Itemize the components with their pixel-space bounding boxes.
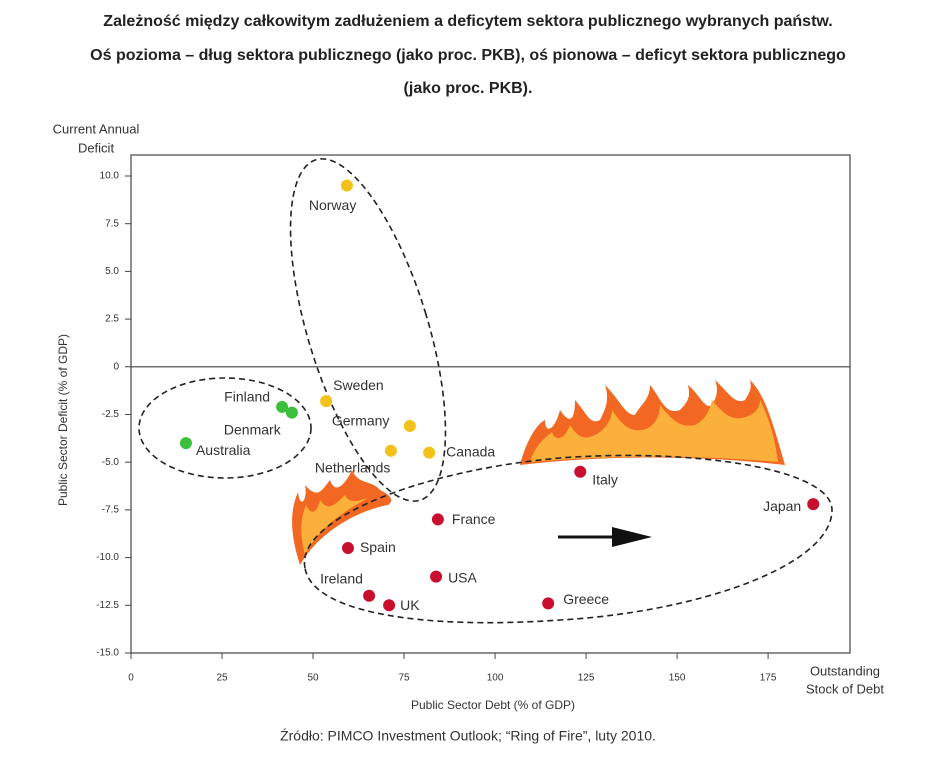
y-tick-label: -2.5 [102, 409, 120, 420]
plot-frame [130, 154, 851, 654]
x-tick-label: 0 [128, 673, 134, 684]
group-outline [303, 454, 833, 624]
point [423, 446, 436, 459]
point-label: Australia [196, 442, 251, 458]
x-tick-label: 50 [307, 673, 319, 684]
point [430, 570, 443, 583]
point [363, 589, 376, 602]
point-label: USA [448, 569, 477, 585]
x-axis-label: Public Sector Debt (% of GDP) [411, 698, 575, 712]
point [320, 395, 333, 408]
point-label: France [452, 511, 496, 527]
point-label: Norway [309, 197, 356, 213]
flames [292, 380, 785, 565]
y-tick-label: -7.5 [102, 505, 120, 516]
x-end-label: Outstanding [810, 663, 880, 678]
point-label: Germany [332, 413, 390, 429]
title-line: Zależność między całkowitym zadłużeniem … [103, 13, 832, 30]
point-label: UK [400, 597, 420, 613]
y-tick-label: -12.5 [96, 600, 119, 611]
group-outline [138, 377, 312, 479]
y-axis-label: Public Sector Deficit (% of GDP) [56, 334, 70, 506]
x-tick-label: 150 [669, 673, 686, 684]
point-label: Netherlands [315, 459, 391, 475]
title-line: Oś pozioma – dług sektora publicznego (j… [90, 47, 846, 64]
x-tick-label: 25 [216, 673, 228, 684]
point-label: Ireland [320, 570, 363, 586]
point-label: Greece [563, 591, 609, 607]
point-label: Sweden [333, 377, 384, 393]
x-tick-label: 75 [398, 673, 410, 684]
point-label: Italy [592, 471, 618, 487]
point [285, 406, 298, 419]
y-tick-label: 2.5 [105, 314, 119, 325]
point-label: Finland [224, 389, 270, 405]
point [403, 419, 416, 432]
point [807, 498, 820, 511]
x-tick-label: 175 [760, 673, 777, 684]
point-label: Spain [360, 539, 396, 555]
point-label: Canada [446, 443, 495, 459]
y-tick-label: -10.0 [96, 552, 119, 563]
x-tick-label: 125 [578, 673, 595, 684]
title-line: (jako proc. PKB). [404, 80, 533, 97]
point [276, 400, 289, 413]
y-tick-label: -15.0 [96, 648, 119, 659]
point [340, 179, 353, 192]
point [341, 542, 354, 555]
y-top-label: Deficit [78, 140, 115, 155]
y-tick-label: 0 [113, 361, 119, 372]
point [179, 437, 192, 450]
point [542, 597, 555, 610]
point [384, 444, 397, 457]
arrow [558, 527, 652, 547]
point-label: Denmark [224, 421, 282, 437]
point [431, 513, 444, 526]
source: Źródło: PIMCO Investment Outlook; “Ring … [280, 728, 656, 744]
y-tick-label: 5.0 [105, 266, 119, 277]
y-tick-label: 7.5 [105, 218, 119, 229]
group-outline [289, 158, 447, 502]
point [383, 599, 396, 612]
point-label: Japan [763, 498, 801, 514]
point [574, 465, 587, 478]
x-tick-label: 100 [487, 673, 504, 684]
y-top-label: Current Annual [53, 121, 140, 136]
y-tick-label: -5.0 [102, 457, 120, 468]
x-end-label: Stock of Debt [806, 681, 884, 696]
y-tick-label: 10.0 [100, 171, 120, 182]
